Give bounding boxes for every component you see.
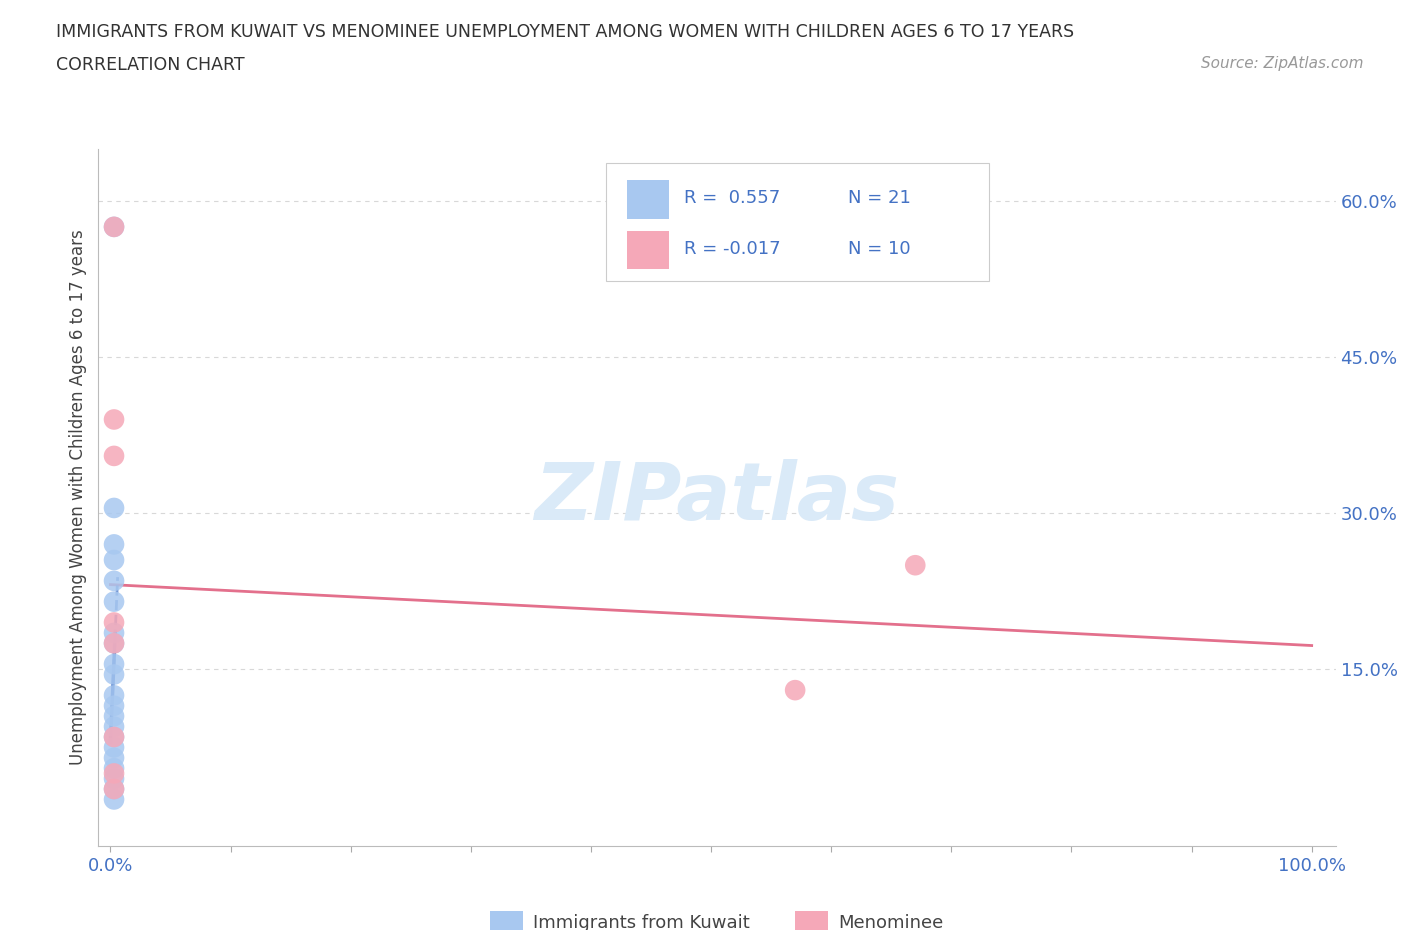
Point bbox=[103, 500, 125, 515]
Point bbox=[103, 771, 125, 786]
Text: CORRELATION CHART: CORRELATION CHART bbox=[56, 56, 245, 73]
Point bbox=[103, 552, 125, 567]
Point bbox=[103, 657, 125, 671]
Point bbox=[103, 448, 125, 463]
Legend: Immigrants from Kuwait, Menominee: Immigrants from Kuwait, Menominee bbox=[482, 904, 952, 930]
Point bbox=[103, 636, 125, 651]
Point bbox=[103, 751, 125, 765]
Text: N = 21: N = 21 bbox=[848, 189, 911, 206]
Point bbox=[785, 683, 807, 698]
Point bbox=[103, 761, 125, 776]
Point bbox=[103, 574, 125, 589]
Point bbox=[103, 698, 125, 713]
Text: Source: ZipAtlas.com: Source: ZipAtlas.com bbox=[1201, 56, 1364, 71]
Text: N = 10: N = 10 bbox=[848, 240, 911, 258]
FancyBboxPatch shape bbox=[606, 163, 990, 282]
Point bbox=[103, 219, 125, 234]
Point bbox=[103, 740, 125, 755]
Text: R = -0.017: R = -0.017 bbox=[683, 240, 780, 258]
Point bbox=[103, 636, 125, 651]
Point bbox=[103, 412, 125, 427]
Point bbox=[103, 781, 125, 796]
Point bbox=[904, 558, 927, 573]
Bar bbox=[627, 180, 669, 219]
Text: ZIPatlas: ZIPatlas bbox=[534, 458, 900, 537]
Text: IMMIGRANTS FROM KUWAIT VS MENOMINEE UNEMPLOYMENT AMONG WOMEN WITH CHILDREN AGES : IMMIGRANTS FROM KUWAIT VS MENOMINEE UNEM… bbox=[56, 23, 1074, 41]
Point bbox=[103, 219, 125, 234]
Point bbox=[103, 688, 125, 703]
Point bbox=[103, 719, 125, 734]
Point bbox=[103, 709, 125, 724]
Point bbox=[103, 729, 125, 744]
Point bbox=[103, 766, 125, 781]
Point bbox=[103, 667, 125, 682]
Bar bbox=[627, 232, 669, 270]
Point bbox=[103, 626, 125, 641]
Point bbox=[103, 615, 125, 630]
Text: R =  0.557: R = 0.557 bbox=[683, 189, 780, 206]
Point bbox=[103, 781, 125, 796]
Point bbox=[103, 594, 125, 609]
Y-axis label: Unemployment Among Women with Children Ages 6 to 17 years: Unemployment Among Women with Children A… bbox=[69, 230, 87, 765]
Point bbox=[103, 729, 125, 744]
Point bbox=[103, 792, 125, 807]
Point bbox=[103, 537, 125, 551]
